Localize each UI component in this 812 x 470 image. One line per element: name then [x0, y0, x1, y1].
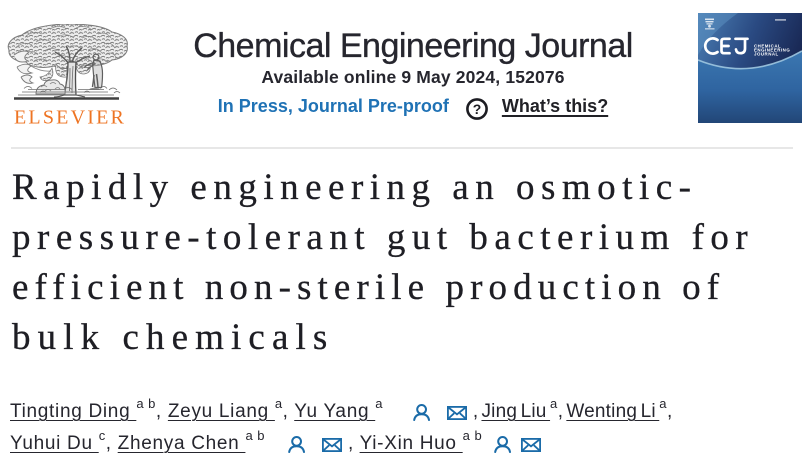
svg-text:?: ? [473, 101, 482, 117]
svg-text:CHEMICAL: CHEMICAL [754, 44, 781, 49]
svg-text:JOURNAL: JOURNAL [754, 52, 779, 57]
svg-text:ENGINEERING: ENGINEERING [754, 48, 790, 53]
svg-text:ELSEVIER: ELSEVIER [14, 107, 126, 127]
